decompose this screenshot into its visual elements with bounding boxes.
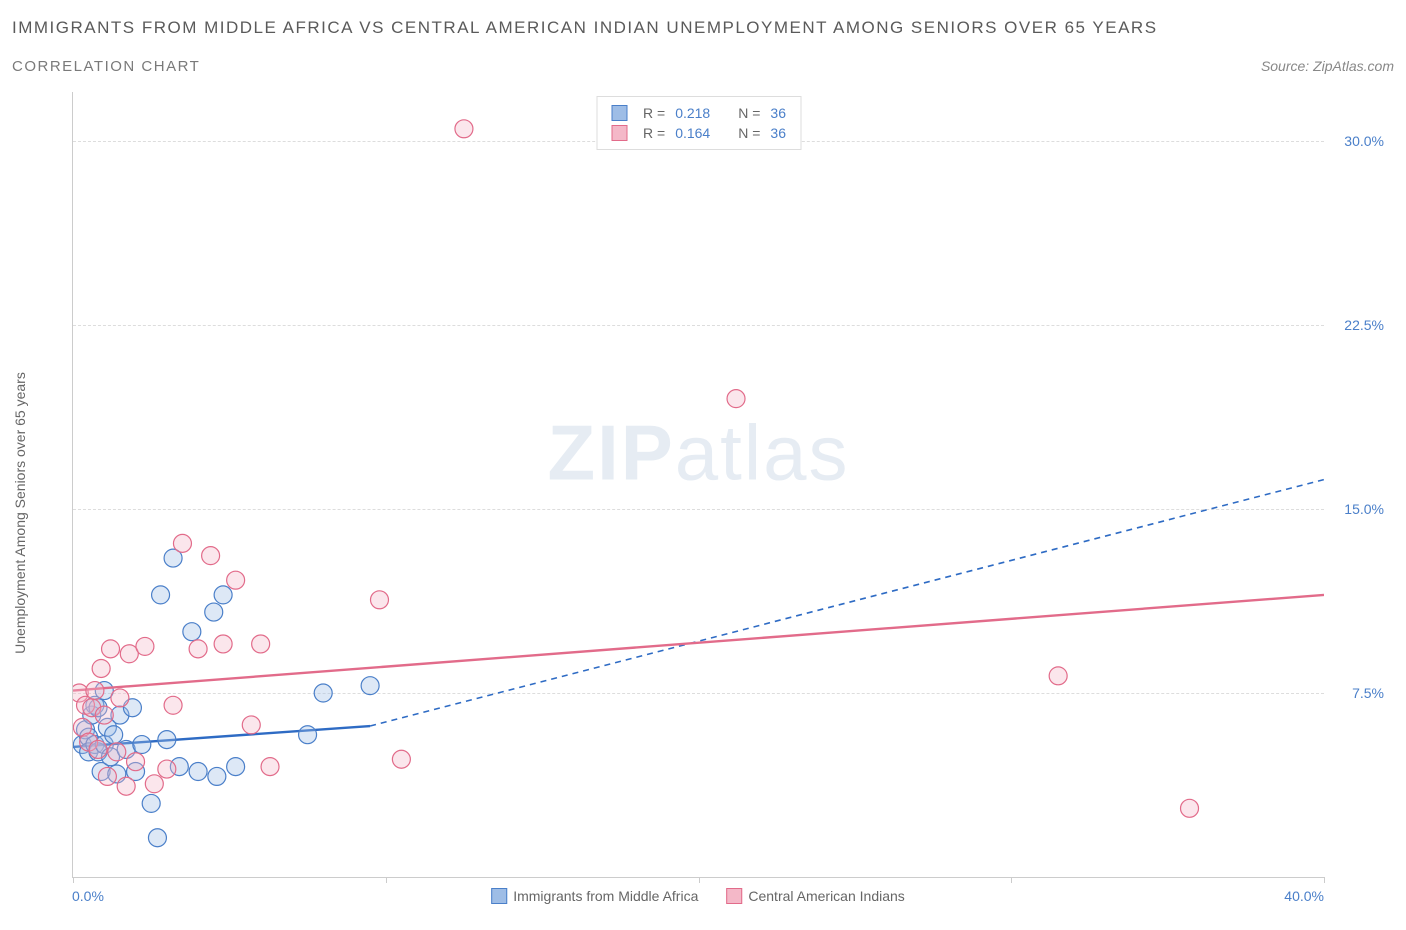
data-point <box>727 390 745 408</box>
data-point <box>158 760 176 778</box>
data-point <box>164 696 182 714</box>
data-point <box>261 758 279 776</box>
data-point <box>455 120 473 138</box>
data-point <box>108 743 126 761</box>
plot-svg <box>73 92 1324 877</box>
data-point <box>189 763 207 781</box>
data-point <box>314 684 332 702</box>
page-title: IMMIGRANTS FROM MIDDLE AFRICA VS CENTRAL… <box>12 18 1394 38</box>
data-point <box>145 775 163 793</box>
data-point <box>227 571 245 589</box>
data-point <box>214 586 232 604</box>
data-point <box>98 767 116 785</box>
correlation-chart: Unemployment Among Seniors over 65 years… <box>12 92 1394 918</box>
x-tick <box>699 877 700 883</box>
data-point <box>136 637 154 655</box>
data-point <box>208 767 226 785</box>
x-legend-item-1: Immigrants from Middle Africa <box>491 888 698 904</box>
data-point <box>1181 799 1199 817</box>
x-min-label: 0.0% <box>72 888 104 904</box>
data-point <box>89 740 107 758</box>
x-tick <box>386 877 387 883</box>
legend-row-series-2: R = 0.164 N = 36 <box>611 123 786 143</box>
page-subtitle: CORRELATION CHART <box>12 58 200 75</box>
data-point <box>1049 667 1067 685</box>
legend-swatch-4 <box>726 888 742 904</box>
legend-swatch-3 <box>491 888 507 904</box>
y-axis-label: Unemployment Among Seniors over 65 years <box>12 372 28 654</box>
data-point <box>252 635 270 653</box>
data-point <box>189 640 207 658</box>
r-value-2: 0.164 <box>675 125 710 141</box>
x-max-label: 40.0% <box>1284 888 1324 904</box>
data-point <box>205 603 223 621</box>
data-point <box>105 726 123 744</box>
data-point <box>92 659 110 677</box>
data-point <box>95 706 113 724</box>
x-axis-legend: Immigrants from Middle Africa Central Am… <box>491 888 905 904</box>
r-value-1: 0.218 <box>675 105 710 121</box>
data-point <box>127 753 145 771</box>
x-axis: 0.0% Immigrants from Middle Africa Centr… <box>72 888 1324 908</box>
legend-row-series-1: R = 0.218 N = 36 <box>611 103 786 123</box>
data-point <box>242 716 260 734</box>
y-tick-label: 22.5% <box>1344 317 1384 333</box>
data-point <box>173 534 191 552</box>
x-tick <box>1011 877 1012 883</box>
data-point <box>371 591 389 609</box>
plot-area: ZIPatlas R = 0.218 N = 36 R = 0.164 N = … <box>72 92 1324 878</box>
data-point <box>227 758 245 776</box>
y-tick-label: 15.0% <box>1344 501 1384 517</box>
data-point <box>392 750 410 768</box>
data-point <box>158 731 176 749</box>
data-point <box>183 623 201 641</box>
data-point <box>148 829 166 847</box>
n-value-2: 36 <box>770 125 786 141</box>
data-point <box>299 726 317 744</box>
data-point <box>361 677 379 695</box>
correlation-legend: R = 0.218 N = 36 R = 0.164 N = 36 <box>596 96 801 150</box>
x-tick <box>1324 877 1325 883</box>
legend-swatch-2 <box>611 125 627 141</box>
data-point <box>102 640 120 658</box>
data-point <box>117 777 135 795</box>
data-point <box>133 736 151 754</box>
data-point <box>86 682 104 700</box>
legend-swatch-1 <box>611 105 627 121</box>
data-point <box>152 586 170 604</box>
source-label: Source: ZipAtlas.com <box>1261 58 1394 74</box>
y-tick-label: 30.0% <box>1344 133 1384 149</box>
data-point <box>111 689 129 707</box>
n-value-1: 36 <box>770 105 786 121</box>
data-point <box>142 794 160 812</box>
data-point <box>214 635 232 653</box>
data-point <box>202 547 220 565</box>
y-tick-label: 7.5% <box>1352 685 1384 701</box>
x-tick <box>73 877 74 883</box>
x-legend-item-2: Central American Indians <box>726 888 904 904</box>
